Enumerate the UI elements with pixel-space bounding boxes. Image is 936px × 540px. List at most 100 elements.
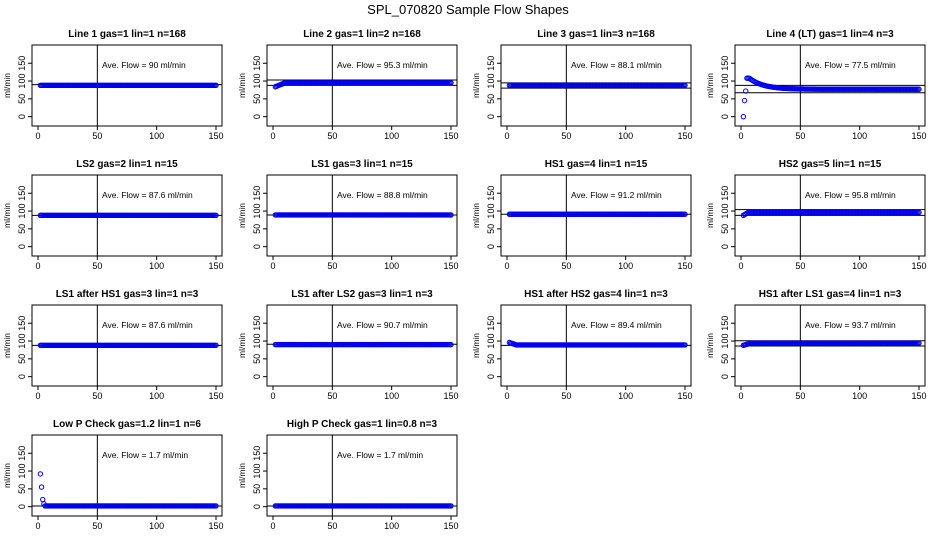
x-tick-label: 150 [677, 391, 692, 401]
y-tick-label: 100 [486, 204, 496, 219]
y-tick-label: 150 [17, 56, 27, 71]
x-tick-label: 150 [677, 261, 692, 271]
ave-flow-annotation: Ave. Flow = 1.7 ml/min [337, 450, 423, 460]
data-point [682, 342, 688, 348]
y-axis-label: ml/min [237, 203, 247, 228]
x-tick-label: 50 [92, 131, 102, 141]
panel-10: LS1 after LS2 gas=3 lin=1 n=3 0 50 100 150 0 5… [237, 289, 459, 401]
ave-flow-annotation: Ave. Flow = 93.7 ml/min [805, 320, 896, 330]
panel-title: Line 1 gas=1 lin=1 n=168 [68, 29, 186, 40]
y-tick-label: 0 [17, 114, 27, 119]
data-point [448, 341, 454, 348]
x-tick-label: 50 [795, 391, 805, 401]
ave-flow-annotation: Ave. Flow = 90 ml/min [102, 60, 186, 70]
y-tick-label: 100 [720, 74, 730, 89]
x-tick-label: 100 [149, 521, 164, 531]
y-tick-label: 150 [252, 446, 262, 461]
data-series [506, 339, 688, 348]
x-tick-label: 100 [149, 391, 164, 401]
x-tick-label: 150 [208, 391, 223, 401]
y-tick-label: 100 [17, 334, 27, 349]
panel-title: Low P Check gas=1.2 lin=1 n=6 [53, 419, 201, 430]
data-point [916, 86, 922, 92]
data-series [506, 82, 688, 89]
ave-flow-annotation: Ave. Flow = 87.6 ml/min [102, 190, 193, 200]
x-tick-label: 50 [327, 131, 337, 141]
x-tick-label: 0 [270, 261, 275, 271]
panel-title: HS1 after LS1 gas=4 lin=1 n=3 [759, 289, 902, 300]
y-tick-label: 150 [720, 56, 730, 71]
panel-1: Line 1 gas=1 lin=1 n=168 0 50 100 150 0 50 100 1… [2, 29, 224, 141]
y-axis-label: ml/min [2, 463, 12, 488]
x-tick-label: 0 [738, 261, 743, 271]
x-tick-label: 50 [92, 261, 102, 271]
panel-title: HS1 gas=4 lin=1 n=15 [545, 159, 648, 170]
y-tick-label: 50 [486, 354, 496, 364]
y-tick-label: 50 [252, 354, 262, 364]
y-tick-label: 50 [720, 354, 730, 364]
y-tick-label: 150 [17, 316, 27, 331]
y-axis-label: ml/min [471, 73, 481, 98]
y-axis-label: ml/min [237, 73, 247, 98]
y-tick-label: 100 [252, 464, 262, 479]
y-tick-label: 50 [720, 94, 730, 104]
ave-flow-annotation: Ave. Flow = 88.1 ml/min [571, 60, 662, 70]
x-tick-label: 0 [270, 391, 275, 401]
x-tick-label: 100 [618, 131, 633, 141]
data-point [743, 88, 749, 94]
data-point [38, 484, 45, 490]
y-tick-label: 0 [720, 244, 730, 249]
data-point [916, 209, 922, 216]
y-tick-label: 50 [17, 354, 27, 364]
data-point [448, 80, 454, 86]
y-axis-label: ml/min [2, 73, 12, 98]
panel-9: LS1 after HS1 gas=3 lin=1 n=3 0 50 100 150 0 5… [2, 289, 224, 401]
panel-2: Line 2 gas=1 lin=2 n=168 0 50 100 150 0 50 100 1… [237, 29, 459, 141]
y-tick-label: 0 [720, 374, 730, 379]
plot-frame [266, 174, 458, 257]
y-tick-label: 50 [720, 224, 730, 234]
y-tick-label: 0 [17, 374, 27, 379]
panel-11: HS1 after HS2 gas=4 lin=1 n=3 0 50 100 150 0 5… [471, 289, 693, 401]
x-tick-label: 100 [384, 521, 399, 531]
y-axis-label: ml/min [705, 333, 715, 358]
x-tick-label: 0 [270, 131, 275, 141]
ave-flow-annotation: Ave. Flow = 1.7 ml/min [102, 450, 188, 460]
data-point [448, 212, 454, 218]
x-tick-label: 50 [327, 521, 337, 531]
data-series [272, 341, 454, 348]
ave-flow-annotation: Ave. Flow = 87.6 ml/min [102, 320, 193, 330]
panel-title: High P Check gas=1 lin=0.8 n=3 [287, 419, 438, 430]
panel-title: Line 3 gas=1 lin=3 n=168 [537, 29, 655, 40]
ave-flow-annotation: Ave. Flow = 90.7 ml/min [337, 320, 428, 330]
x-tick-label: 0 [738, 131, 743, 141]
data-point [741, 97, 748, 104]
y-axis-label: ml/min [471, 333, 481, 358]
y-tick-label: 0 [252, 114, 262, 119]
y-tick-label: 0 [486, 374, 496, 379]
y-axis-label: ml/min [237, 333, 247, 358]
y-axis-label: ml/min [705, 203, 715, 228]
panel-5: LS2 gas=2 lin=1 n=15 0 50 100 150 0 50 100 150 ml… [2, 159, 224, 271]
data-series [272, 503, 454, 509]
data-series [37, 471, 219, 509]
x-tick-label: 100 [149, 261, 164, 271]
panel-13: Low P Check gas=1.2 lin=1 n=6 0 50 100 150 0 5… [2, 419, 224, 531]
y-tick-label: 150 [252, 56, 262, 71]
x-tick-label: 0 [504, 391, 509, 401]
x-tick-label: 50 [561, 261, 571, 271]
x-tick-label: 150 [911, 261, 926, 271]
figure-title: SPL_070820 Sample Flow Shapes [367, 2, 569, 17]
x-tick-label: 0 [35, 391, 40, 401]
x-tick-label: 50 [795, 131, 805, 141]
data-series [272, 212, 454, 218]
y-tick-label: 150 [17, 186, 27, 201]
y-tick-label: 100 [252, 334, 262, 349]
x-tick-label: 50 [561, 131, 571, 141]
x-tick-label: 50 [327, 391, 337, 401]
y-axis-label: ml/min [2, 333, 12, 358]
data-point [213, 212, 219, 219]
y-tick-label: 100 [720, 334, 730, 349]
panel-title: Line 2 gas=1 lin=2 n=168 [303, 29, 421, 40]
